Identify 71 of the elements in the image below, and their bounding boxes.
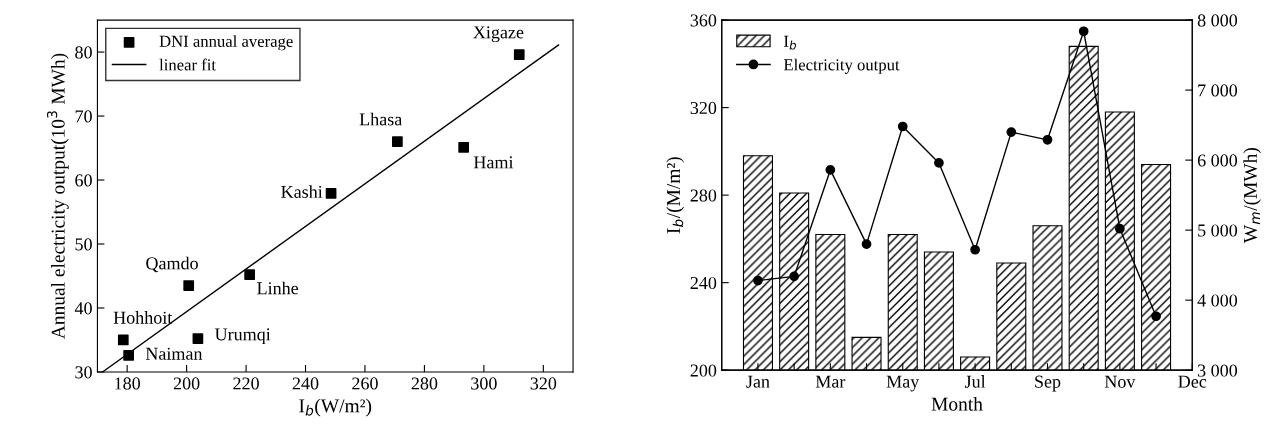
x-tick-label: 260 — [352, 377, 378, 390]
point — [192, 333, 204, 345]
y-axis-title: Annual electricity output(10$^{3}$ MWh) — [46, 53, 69, 340]
y2-axis-title: W$_{m}$/(MWh) — [1243, 147, 1261, 244]
y-tick-label: 200 — [690, 364, 717, 377]
annotation: Naiman — [145, 347, 203, 360]
x-tick-label: Jul — [964, 375, 986, 388]
annotation: Hami — [473, 156, 514, 169]
x-tick-label: 240 — [292, 377, 319, 390]
point — [1115, 223, 1125, 234]
y2-tick-label: 6 000 — [1197, 154, 1238, 167]
point — [861, 239, 872, 250]
y-tick-label: 360 — [690, 14, 717, 27]
x-tick-label: 320 — [530, 377, 557, 390]
annotation: Hohhoit — [113, 311, 173, 324]
y-tick-label: 80 — [75, 46, 92, 59]
annotation: Kashi — [281, 185, 323, 198]
legend-label: linear fit — [159, 58, 216, 71]
x-tick-label: Nov — [1104, 375, 1136, 388]
point — [970, 244, 980, 255]
point — [934, 158, 944, 168]
y-tick-label: 30 — [75, 366, 92, 379]
annotation: Xigaze — [473, 26, 524, 43]
point — [244, 269, 255, 281]
x-axis-title: I$_{b}$(W/m²) — [299, 398, 372, 417]
x-tick-label: Sep — [1035, 375, 1061, 392]
legend-label: Electricity output — [783, 58, 900, 74]
legend-label: DNI annual average — [159, 35, 293, 51]
legend-label: I$_{b}$ — [784, 35, 796, 50]
y2-tick-label: 4 000 — [1197, 294, 1238, 307]
x-tick-label: 180 — [115, 377, 141, 390]
point — [825, 165, 836, 175]
x-tick-label: 280 — [411, 377, 438, 390]
x-axis-title: Month — [931, 396, 983, 411]
annotation: Urumqi — [214, 328, 271, 345]
point — [183, 280, 195, 291]
x-tick-label: 220 — [233, 377, 259, 390]
point — [1151, 311, 1161, 322]
point — [1078, 26, 1089, 37]
point — [789, 271, 800, 282]
y-tick-label: 60 — [75, 174, 92, 187]
y-tick-label: 280 — [690, 189, 717, 202]
point — [123, 349, 134, 361]
x-tick-label: 300 — [471, 377, 497, 390]
y-tick-label: 320 — [690, 101, 717, 115]
point — [458, 142, 470, 153]
point — [753, 275, 763, 286]
point — [897, 121, 908, 132]
point — [513, 49, 525, 60]
annotation: Qamdo — [146, 256, 198, 273]
x-tick-label: Jan — [746, 375, 770, 388]
x-tick-label: Dec — [1178, 375, 1207, 388]
annotation: Lhasa — [359, 112, 403, 126]
y-tick-label: 240 — [690, 276, 717, 290]
x-tick-label: May — [886, 375, 920, 392]
point — [117, 334, 129, 346]
x-tick-label: 200 — [173, 377, 200, 390]
point — [325, 188, 337, 199]
point — [1006, 127, 1017, 137]
annotation: Linhe — [257, 281, 299, 295]
y2-tick-label: 5 000 — [1198, 224, 1238, 237]
y-axis-title: I$_{b}$/(M/m²) — [666, 157, 685, 234]
point — [1042, 134, 1053, 145]
x-tick-label: Mar — [815, 375, 846, 388]
y-tick-label: 40 — [74, 302, 92, 315]
y-tick-label: 70 — [75, 110, 92, 123]
y2-tick-label: 8 000 — [1197, 14, 1238, 27]
y2-tick-label: 3 000 — [1197, 364, 1238, 377]
point — [392, 136, 403, 147]
y2-tick-label: 7 000 — [1198, 84, 1238, 97]
y-tick-label: 50 — [75, 238, 92, 251]
